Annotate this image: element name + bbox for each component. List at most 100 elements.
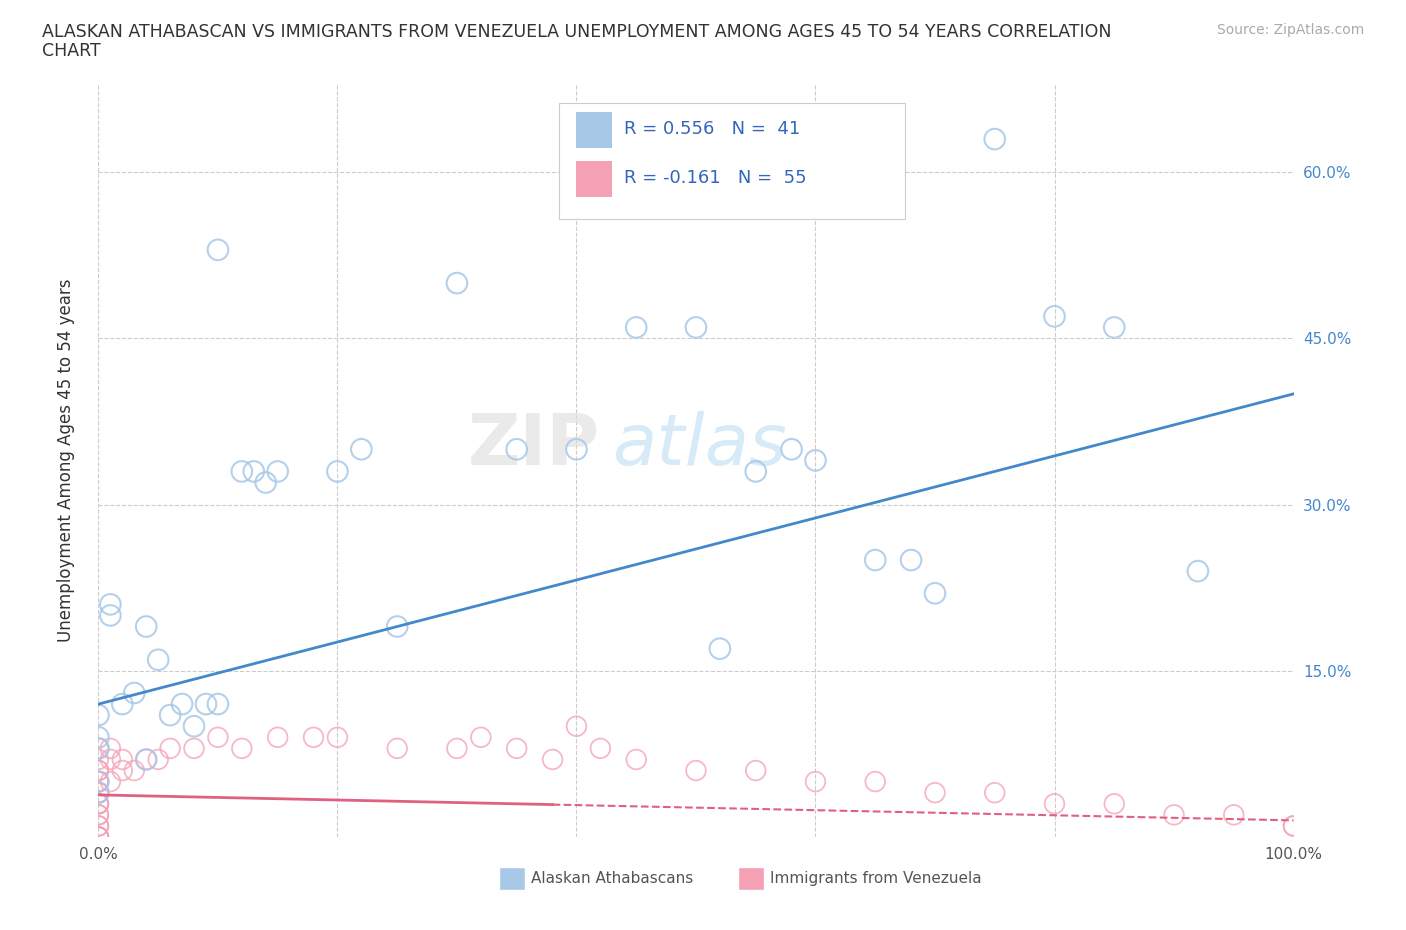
Point [124,764,146,778]
Point [865,552,887,567]
Point [207,697,229,711]
Point [1163,807,1185,822]
Point [984,785,1007,800]
Point [326,730,349,745]
Point [1223,807,1246,822]
Point [865,774,887,789]
Point [87,785,110,800]
Point [87,830,110,844]
Point [565,719,588,734]
Point [685,320,707,335]
Point [98,752,122,767]
Point [87,796,110,811]
Point [87,708,110,723]
Point [1104,796,1126,811]
Point [385,619,409,634]
Point [87,741,110,756]
Point [231,741,253,756]
Text: Alaskan Athabascans: Alaskan Athabascans [531,870,693,886]
Point [745,764,768,778]
Text: CHART: CHART [42,42,101,60]
Point [87,764,110,778]
Point [804,453,827,468]
Point [685,764,707,778]
Bar [576,161,613,197]
Point [1187,564,1209,578]
Point [135,752,157,767]
Point [565,442,588,457]
Point [1043,796,1066,811]
Point [87,830,110,844]
Point [124,685,146,700]
Point [506,442,529,457]
Text: R = -0.161   N =  55: R = -0.161 N = 55 [624,169,807,187]
Point [111,697,134,711]
Point [207,730,229,745]
Point [111,764,134,778]
Point [98,741,122,756]
Point [148,652,170,667]
Point [87,730,110,745]
Point [87,774,110,789]
Point [98,597,122,612]
Point [709,642,731,657]
Point [172,697,194,711]
Point [780,442,803,457]
Point [87,818,110,833]
Point [470,730,492,745]
Text: atlas: atlas [613,411,787,480]
Point [148,752,170,767]
Bar [576,112,613,148]
Point [350,442,373,457]
Point [87,818,110,833]
Bar [499,867,524,890]
Point [183,741,205,756]
Point [243,464,266,479]
Point [159,741,181,756]
Point [98,608,122,623]
Point [254,475,277,490]
Point [267,730,290,745]
Text: ZIP: ZIP [468,411,600,480]
Point [87,741,110,756]
Text: Source: ZipAtlas.com: Source: ZipAtlas.com [1216,23,1364,37]
Point [87,807,110,822]
Point [326,464,349,479]
Point [589,741,612,756]
Point [900,552,922,567]
Point [87,830,110,844]
Point [506,741,529,756]
Point [302,730,325,745]
Point [745,464,768,479]
Point [87,774,110,789]
Point [804,774,827,789]
Text: ALASKAN ATHABASCAN VS IMMIGRANTS FROM VENEZUELA UNEMPLOYMENT AMONG AGES 45 TO 54: ALASKAN ATHABASCAN VS IMMIGRANTS FROM VE… [42,23,1112,41]
Point [626,320,648,335]
Point [446,275,468,290]
Point [446,741,468,756]
Point [87,796,110,811]
Point [87,764,110,778]
Point [87,774,110,789]
Point [87,785,110,800]
Y-axis label: Unemployment Among Ages 45 to 54 years: Unemployment Among Ages 45 to 54 years [56,279,75,642]
Point [385,741,409,756]
Point [1282,818,1305,833]
Point [87,807,110,822]
Point [267,464,290,479]
Point [626,752,648,767]
Point [87,752,110,767]
Bar [738,867,763,890]
Point [183,719,205,734]
Point [924,586,946,601]
FancyBboxPatch shape [558,102,905,219]
Point [231,464,253,479]
Point [87,785,110,800]
Point [984,132,1007,147]
Point [1043,309,1066,324]
Point [87,774,110,789]
Point [541,752,564,767]
Point [135,619,157,634]
Point [87,796,110,811]
Point [98,774,122,789]
